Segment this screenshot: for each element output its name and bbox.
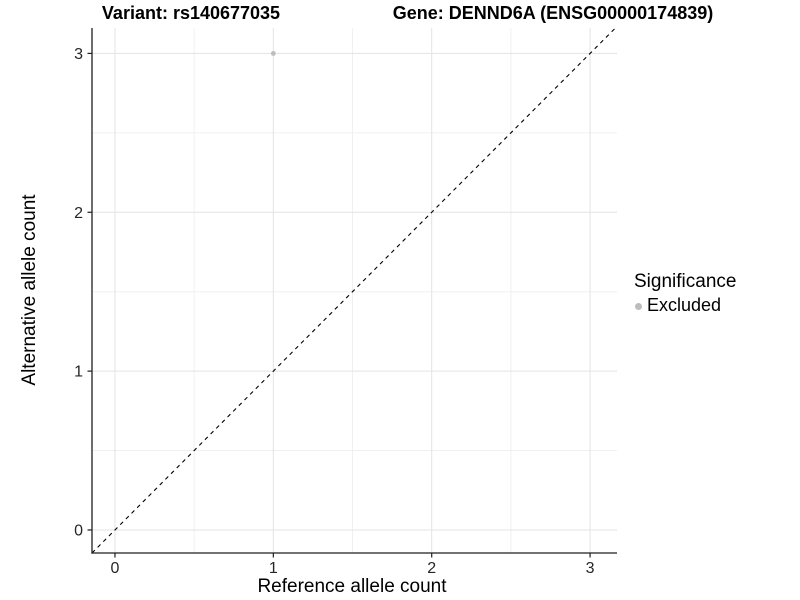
x-axis-title: Reference allele count xyxy=(257,576,447,597)
x-tick-label: 1 xyxy=(269,560,278,577)
legend: Significance Excluded xyxy=(634,271,736,316)
x-tick-label: 3 xyxy=(586,560,595,577)
y-axis-title: Alternative allele count xyxy=(19,194,40,386)
y-tick-label: 1 xyxy=(74,364,83,381)
x-tick-label: 2 xyxy=(427,560,436,577)
x-tick-label: 0 xyxy=(111,560,120,577)
identity-reference-line xyxy=(91,27,616,554)
y-tick-label: 3 xyxy=(74,46,83,63)
excluded-marker-icon xyxy=(635,303,642,310)
y-tick-label: 0 xyxy=(74,522,83,539)
legend-item-excluded: Excluded xyxy=(634,295,736,316)
plot-title-variant: Variant: rs140677035 xyxy=(101,3,281,23)
plot-title-gene: Gene: DENND6A (ENSG00000174839) xyxy=(392,3,714,23)
legend-title: Significance xyxy=(634,271,737,292)
legend-item-label: Excluded xyxy=(647,295,722,315)
data-point xyxy=(270,51,276,56)
y-tick-label: 2 xyxy=(74,205,83,222)
